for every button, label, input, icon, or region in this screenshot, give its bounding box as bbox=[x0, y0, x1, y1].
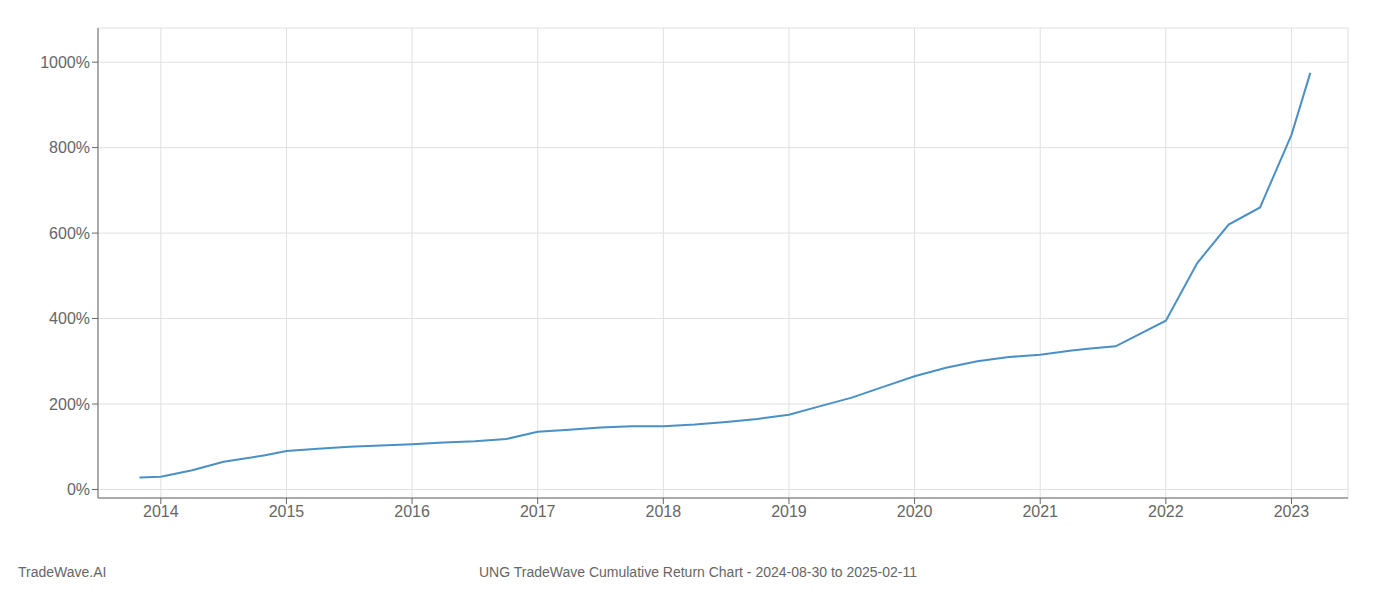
svg-text:2023: 2023 bbox=[1274, 503, 1310, 520]
svg-text:0%: 0% bbox=[67, 481, 90, 498]
svg-text:2016: 2016 bbox=[394, 503, 430, 520]
html-text:TradeWave.AI: TradeWave.AI bbox=[18, 564, 107, 580]
svg-text:2022: 2022 bbox=[1148, 503, 1184, 520]
svg-text:600%: 600% bbox=[49, 225, 90, 242]
svg-text:2021: 2021 bbox=[1022, 503, 1058, 520]
svg-text:1000%: 1000% bbox=[40, 54, 90, 71]
svg-text:2014: 2014 bbox=[143, 503, 179, 520]
svg-text:2018: 2018 bbox=[646, 503, 682, 520]
svg-text:400%: 400% bbox=[49, 310, 90, 327]
svg-text:2015: 2015 bbox=[269, 503, 305, 520]
svg-text:200%: 200% bbox=[49, 396, 90, 413]
html-text:UNG TradeWave Cumulative Retur: UNG TradeWave Cumulative Return Chart - … bbox=[478, 564, 917, 580]
svg-text:2017: 2017 bbox=[520, 503, 556, 520]
svg-text:2019: 2019 bbox=[771, 503, 807, 520]
svg-text:800%: 800% bbox=[49, 139, 90, 156]
svg-text:2020: 2020 bbox=[897, 503, 933, 520]
